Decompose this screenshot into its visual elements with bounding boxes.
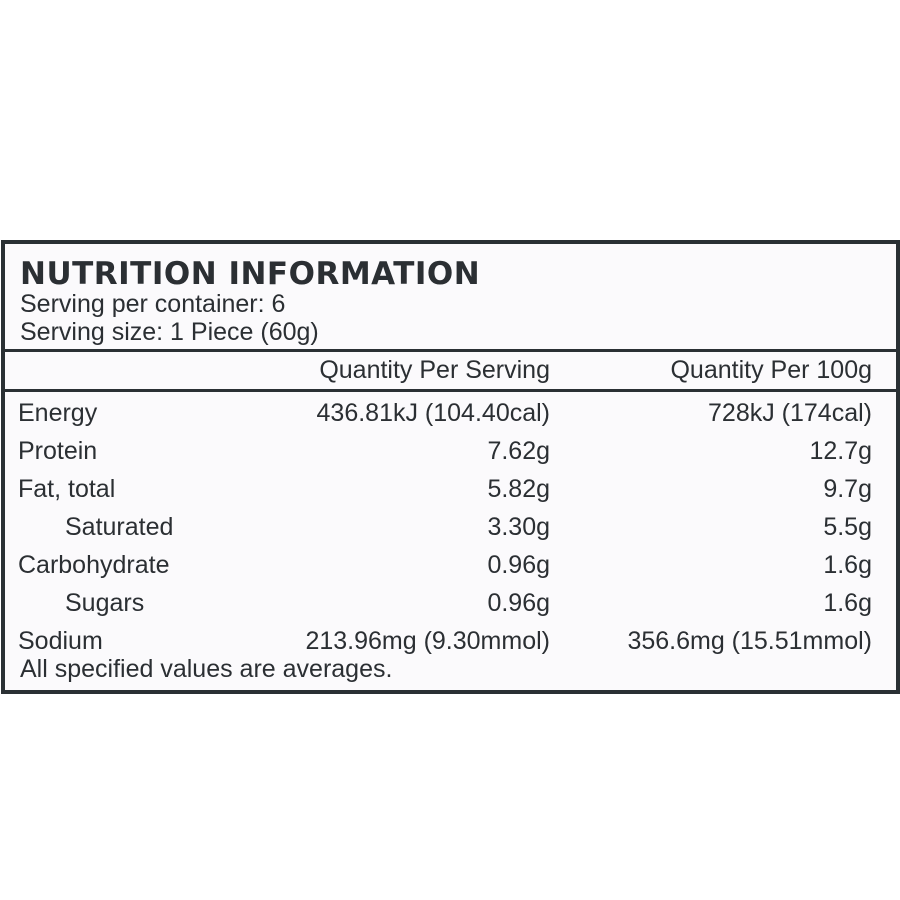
table-row: Energy 436.81kJ (104.40cal) 728kJ (174ca… [5,394,896,432]
per-100g-value: 9.7g [823,475,872,503]
nutrient-label: Protein [18,437,98,465]
per-serving-value: 0.96g [487,551,550,579]
nutrient-table: Energy 436.81kJ (104.40cal) 728kJ (174ca… [5,394,896,660]
nutrition-panel: NUTRITION INFORMATION Serving per contai… [1,240,900,694]
table-row: Sodium 213.96mg (9.30mmol) 356.6mg (15.5… [5,622,896,660]
nutrient-sublabel: Saturated [65,513,174,541]
table-row: Saturated 3.30g 5.5g [5,508,896,546]
per-100g-value: 1.6g [823,551,872,579]
per-100g-value: 5.5g [823,513,872,541]
column-header-per-serving: Quantity Per Serving [319,356,550,384]
table-row: Protein 7.62g 12.7g [5,432,896,470]
column-header-divider [5,389,896,392]
per-100g-value: 356.6mg (15.51mmol) [627,627,872,655]
nutrient-label: Sodium [18,627,103,655]
column-header-per-100g: Quantity Per 100g [670,356,872,384]
nutrient-label: Fat, total [18,475,116,503]
per-serving-value: 5.82g [487,475,550,503]
table-row: Fat, total 5.82g 9.7g [5,470,896,508]
per-100g-value: 1.6g [823,589,872,617]
header-divider [5,349,896,352]
nutrient-sublabel: Sugars [65,589,145,617]
table-row: Sugars 0.96g 1.6g [5,584,896,622]
per-100g-value: 728kJ (174cal) [708,399,872,427]
servings-per-container: Serving per container: 6 [20,290,286,318]
serving-size: Serving size: 1 Piece (60g) [20,318,319,346]
averages-footnote: All specified values are averages. [20,655,393,683]
nutrient-label: Carbohydrate [18,551,170,579]
per-100g-value: 12.7g [809,437,872,465]
panel-title: NUTRITION INFORMATION [20,256,481,292]
per-serving-value: 3.30g [487,513,550,541]
per-serving-value: 7.62g [487,437,550,465]
per-serving-value: 0.96g [487,589,550,617]
per-serving-value: 436.81kJ (104.40cal) [316,399,550,427]
nutrient-label: Energy [18,399,98,427]
per-serving-value: 213.96mg (9.30mmol) [305,627,550,655]
table-row: Carbohydrate 0.96g 1.6g [5,546,896,584]
